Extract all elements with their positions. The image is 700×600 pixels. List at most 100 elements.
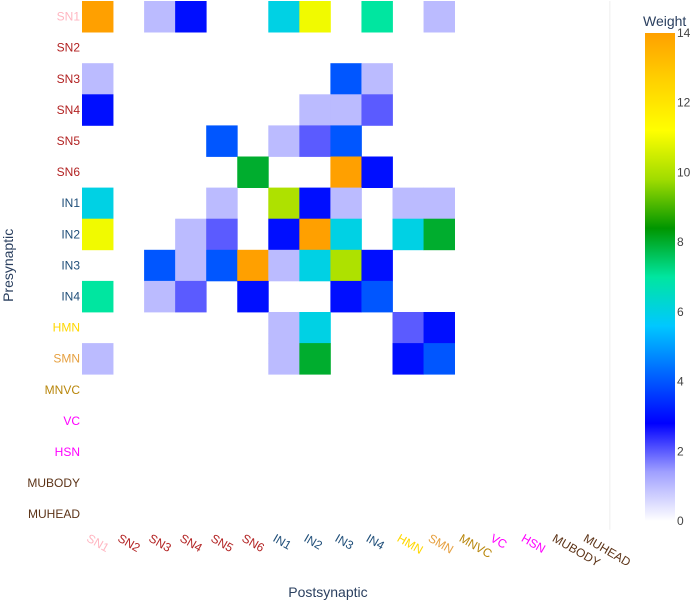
heatmap-cell-hmn-in1 xyxy=(268,312,300,344)
y-tick-label-in3: IN3 xyxy=(61,258,80,272)
heatmap-cell-in2-in1 xyxy=(268,218,300,251)
x-axis-tick-labels: SN1 SN2 SN3 SN4 SN5 SN6 IN1 IN2 IN3 IN4 HMN SMN MNVC… xyxy=(84,531,633,569)
heatmap-cell-sn1-smn xyxy=(423,1,455,33)
y-tick-label-in4: IN4 xyxy=(61,289,80,303)
heatmap-cell-in3-in3 xyxy=(330,249,362,282)
y-tick-label-sn5: SN5 xyxy=(57,134,81,148)
heatmap-cell-sn3-sn1 xyxy=(82,63,114,95)
x-tick-label-mnvc: MNVC xyxy=(457,531,495,561)
x-tick-label-in3: IN3 xyxy=(333,531,356,553)
heatmap-cell-sn6-in4 xyxy=(361,156,393,188)
colorbar-tick-8: 8 xyxy=(677,235,684,249)
x-tick-label-sn4: SN4 xyxy=(177,531,204,555)
heatmap-cell-hmn-in2 xyxy=(299,312,331,344)
heatmap-cell-smn-in2 xyxy=(299,343,331,375)
heatmap-cell-in1-in2 xyxy=(299,187,331,220)
heatmap-cell-in1-sn1 xyxy=(82,187,114,220)
heatmap-cell-in3-in1 xyxy=(268,249,300,282)
x-tick-label-in2: IN2 xyxy=(302,531,325,553)
y-tick-label-vc: VC xyxy=(63,414,80,428)
heatmap-cell-sn6-sn6 xyxy=(237,156,269,188)
y-tick-label-mnvc: MNVC xyxy=(45,383,81,397)
colorbar-tick-labels: 0 2 4 6 8 10 12 14 xyxy=(677,26,691,528)
heatmap-cell-in3-in2 xyxy=(299,249,331,282)
x-tick-label-smn: SMN xyxy=(426,531,456,556)
heatmap-cell-smn-in1 xyxy=(268,343,300,375)
y-axis-tick-labels: SN1 SN2 SN3 SN4 SN5 SN6 IN1 IN2 IN3 IN4 HMN SMN MNVC… xyxy=(27,10,80,522)
heatmap-cell-sn4-in3 xyxy=(330,94,362,126)
heatmap-cell-in1-in1 xyxy=(268,187,300,220)
colorbar-tick-14: 14 xyxy=(677,26,691,40)
heatmap-cell-smn-hmn xyxy=(392,343,424,375)
x-tick-label-hmn: HMN xyxy=(395,531,426,557)
heatmap-cell-in1-smn xyxy=(423,187,455,220)
heatmap-cell-sn3-in4 xyxy=(361,63,393,95)
heatmap-cell-sn1-sn3 xyxy=(144,1,176,33)
colorbar-scale xyxy=(645,33,675,521)
y-tick-label-hsn: HSN xyxy=(55,445,80,459)
colorbar-tick-6: 6 xyxy=(677,305,684,319)
heatmap-cell-sn5-sn5 xyxy=(206,125,238,157)
heatmap-cell-sn6-in3 xyxy=(330,156,362,188)
heatmap-cell-in2-in2 xyxy=(299,218,331,251)
heatmap-cell-in2-in3 xyxy=(330,218,362,251)
heatmap-cell-hmn-hmn xyxy=(392,312,424,344)
colorbar-tick-0: 0 xyxy=(677,514,684,528)
colorbar-tick-10: 10 xyxy=(677,165,691,179)
x-tick-label-sn2: SN2 xyxy=(115,531,142,555)
colorbar-tick-2: 2 xyxy=(677,444,684,458)
y-tick-label-in2: IN2 xyxy=(61,227,80,241)
y-tick-label-sn6: SN6 xyxy=(57,165,81,179)
heatmap-cell-in3-sn3 xyxy=(144,249,176,282)
x-tick-label-in1: IN1 xyxy=(271,531,294,553)
y-tick-label-sn4: SN4 xyxy=(57,103,81,117)
heatmap-cell-sn4-sn1 xyxy=(82,94,114,126)
heatmap-cell-sn1-sn4 xyxy=(175,1,207,33)
heatmap-cell-in4-in3 xyxy=(330,280,362,313)
y-tick-label-sn1: SN1 xyxy=(57,10,81,24)
heatmap-cell-in4-in4 xyxy=(361,280,393,313)
x-tick-label-sn6: SN6 xyxy=(240,531,267,555)
heatmap-cell-sn5-in2 xyxy=(299,125,331,157)
heatmap-cell-in4-sn3 xyxy=(144,280,176,313)
x-tick-label-in4: IN4 xyxy=(364,531,387,553)
heatmap-cell-sn1-in2 xyxy=(299,1,331,33)
heatmap-cell-in2-sn5 xyxy=(206,218,238,251)
colorbar-tick-4: 4 xyxy=(677,375,684,389)
heatmap-cell-in2-sn1 xyxy=(82,218,114,251)
y-tick-label-in1: IN1 xyxy=(61,196,80,210)
heatmap-cell-sn1-in1 xyxy=(268,1,300,33)
heatmap-cell-in4-sn6 xyxy=(237,280,269,313)
y-tick-label-muhead: MUHEAD xyxy=(28,507,80,521)
heatmap-cell-sn1-sn1 xyxy=(82,1,114,33)
y-tick-label-hmn: HMN xyxy=(53,321,80,335)
y-tick-label-smn: SMN xyxy=(53,352,80,366)
x-axis-title: Postsynaptic xyxy=(288,584,367,600)
heatmap-cell-in2-sn4 xyxy=(175,218,207,251)
colorbar-title: Weight xyxy=(643,13,686,29)
heatmap-cell-in1-sn5 xyxy=(206,187,238,220)
heatmap-cell-in1-in3 xyxy=(330,187,362,220)
y-tick-label-sn3: SN3 xyxy=(57,72,81,86)
heatmap-cell-sn3-in3 xyxy=(330,63,362,95)
heatmap-cell-sn1-in4 xyxy=(361,1,393,33)
heatmap-cell-in3-sn4 xyxy=(175,249,207,282)
x-tick-label-sn5: SN5 xyxy=(208,531,235,555)
y-tick-label-mubody: MUBODY xyxy=(27,476,80,490)
x-tick-label-sn1: SN1 xyxy=(84,531,111,555)
heatmap-cell-in2-smn xyxy=(423,218,455,251)
heatmap-cell-in1-hmn xyxy=(392,187,424,220)
heatmap-cell-in3-in4 xyxy=(361,249,393,282)
colorbar-tick-12: 12 xyxy=(677,96,691,110)
y-tick-label-sn2: SN2 xyxy=(57,41,81,55)
heatmap-cell-sn4-in4 xyxy=(361,94,393,126)
colorbar: Weight 0 2 4 6 8 10 12 14 xyxy=(643,13,691,528)
heatmap-cell-sn4-in2 xyxy=(299,94,331,126)
heatmap-cell-sn5-in1 xyxy=(268,125,300,157)
heatmap-cell-smn-smn xyxy=(423,343,455,375)
y-axis-title: Presynaptic xyxy=(0,229,16,302)
x-tick-label-sn3: SN3 xyxy=(146,531,173,555)
heatmap-cell-in2-hmn xyxy=(392,218,424,251)
